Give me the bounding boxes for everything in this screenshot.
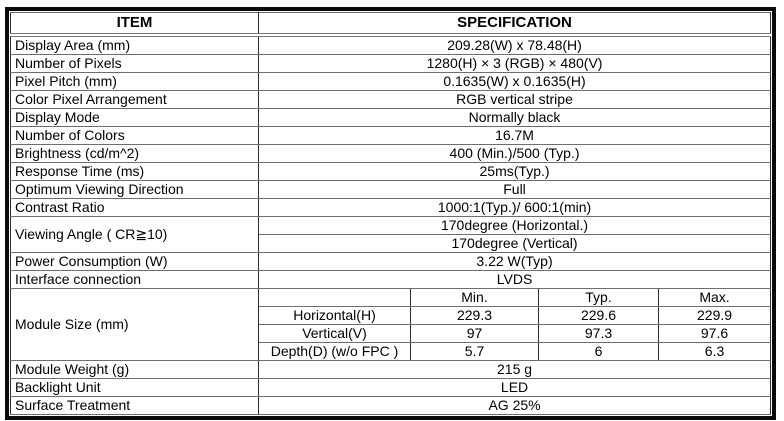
row-viewing-angle-horizontal: Viewing Angle ( CR≧10) 170degree (Horizo… [10, 216, 772, 253]
response-time-label: Response Time (ms) [10, 162, 259, 181]
surface-treatment-label: Surface Treatment [10, 396, 259, 415]
row-optimum-viewing-direction: Optimum Viewing Direction Full [10, 180, 772, 199]
brightness-value: 400 (Min.)/500 (Typ.) [257, 144, 772, 163]
power-consumption-value: 3.22 W(Typ) [257, 252, 772, 271]
optimum-viewing-direction-value: Full [257, 180, 772, 199]
number-of-pixels-label: Number of Pixels [10, 54, 259, 73]
interface-connection-value: LVDS [257, 270, 772, 289]
surface-treatment-value: AG 25% [257, 396, 772, 415]
row-brightness: Brightness (cd/m^2) 400 (Min.)/500 (Typ.… [10, 144, 772, 163]
display-mode-value: Normally black [257, 108, 772, 127]
module-size-vertical-max: 97.6 [657, 324, 772, 343]
color-pixel-arrangement-value: RGB vertical stripe [257, 90, 772, 109]
contrast-ratio-value: 1000:1(Typ.)/ 600:1(min) [257, 198, 772, 217]
pixel-pitch-value: 0.1635(W) x 0.1635(H) [257, 72, 772, 91]
row-response-time: Response Time (ms) 25ms(Typ.) [10, 162, 772, 181]
row-number-of-pixels: Number of Pixels 1280(H) × 3 (RGB) × 480… [10, 54, 772, 73]
display-area-label: Display Area (mm) [10, 34, 259, 55]
module-size-depth-min: 5.7 [410, 342, 539, 361]
interface-connection-label: Interface connection [10, 270, 259, 289]
module-size-vertical-min: 97 [410, 324, 539, 343]
module-weight-value: 215 g [257, 360, 772, 379]
module-size-vertical-label: Vertical(V) [258, 324, 411, 343]
module-weight-label: Module Weight (g) [10, 360, 259, 379]
row-module-size-horizontal: Horizontal(H) 229.3 229.6 229.9 [11, 306, 772, 325]
module-size-horizontal-typ: 229.6 [538, 306, 659, 325]
row-pixel-pitch: Pixel Pitch (mm) 0.1635(W) x 0.1635(H) [10, 72, 772, 91]
backlight-unit-label: Backlight Unit [10, 378, 259, 397]
header-row: ITEM SPECIFICATION [10, 12, 772, 37]
row-backlight-unit: Backlight Unit LED [10, 378, 772, 397]
module-size-vertical-typ: 97.3 [538, 324, 659, 343]
row-color-pixel-arrangement: Color Pixel Arrangement RGB vertical str… [10, 90, 772, 109]
response-time-value: 25ms(Typ.) [257, 162, 772, 181]
row-interface-connection: Interface connection LVDS [10, 270, 772, 289]
module-size-depth-typ: 6 [538, 342, 659, 361]
color-pixel-arrangement-label: Color Pixel Arrangement [10, 90, 259, 109]
number-of-colors-value: 16.7M [257, 126, 772, 145]
brightness-label: Brightness (cd/m^2) [10, 144, 259, 163]
column-header-specification: SPECIFICATION [257, 12, 772, 37]
module-size-horizontal-max: 229.9 [657, 306, 772, 325]
display-mode-label: Display Mode [10, 108, 259, 127]
module-size-depth-label: Depth(D) (w/o FPC ) [258, 342, 411, 361]
row-display-mode: Display Mode Normally black [10, 108, 772, 127]
number-of-pixels-value: 1280(H) × 3 (RGB) × 480(V) [257, 54, 772, 73]
row-contrast-ratio: Contrast Ratio 1000:1(Typ.)/ 600:1(min) [10, 198, 772, 217]
spec-table-frame: ITEM SPECIFICATION Display Area (mm) 209… [5, 7, 777, 420]
pixel-pitch-label: Pixel Pitch (mm) [10, 72, 259, 91]
module-size-horizontal-label: Horizontal(H) [258, 306, 411, 325]
module-size-col-typ: Typ. [538, 288, 659, 307]
row-module-weight: Module Weight (g) 215 g [10, 360, 772, 379]
row-display-area: Display Area (mm) 209.28(W) x 78.48(H) [10, 34, 772, 55]
optimum-viewing-direction-label: Optimum Viewing Direction [10, 180, 259, 199]
backlight-unit-value: LED [257, 378, 772, 397]
module-size-depth-max: 6.3 [657, 342, 772, 361]
viewing-angle-vertical-value: 170degree (Vertical) [257, 234, 772, 253]
row-module-size-header: Module Size (mm) Min. Typ. Max. [10, 288, 772, 361]
spec-table: ITEM SPECIFICATION Display Area (mm) 209… [10, 12, 772, 415]
contrast-ratio-label: Contrast Ratio [10, 198, 259, 217]
column-header-item: ITEM [10, 12, 259, 37]
row-surface-treatment: Surface Treatment AG 25% [10, 396, 772, 415]
module-size-label: Module Size (mm) [10, 288, 259, 361]
display-area-value: 209.28(W) x 78.48(H) [257, 34, 772, 55]
module-size-blank-cell [258, 288, 411, 307]
power-consumption-label: Power Consumption (W) [10, 252, 259, 271]
row-module-size-depth: Depth(D) (w/o FPC ) 5.7 6 6.3 [11, 342, 772, 361]
row-number-of-colors: Number of Colors 16.7M [10, 126, 772, 145]
row-power-consumption: Power Consumption (W) 3.22 W(Typ) [10, 252, 772, 271]
number-of-colors-label: Number of Colors [10, 126, 259, 145]
module-size-horizontal-min: 229.3 [410, 306, 539, 325]
viewing-angle-horizontal-value: 170degree (Horizontal.) [257, 216, 772, 235]
viewing-angle-label: Viewing Angle ( CR≧10) [10, 216, 259, 253]
module-size-col-max: Max. [657, 288, 772, 307]
module-size-col-min: Min. [410, 288, 539, 307]
